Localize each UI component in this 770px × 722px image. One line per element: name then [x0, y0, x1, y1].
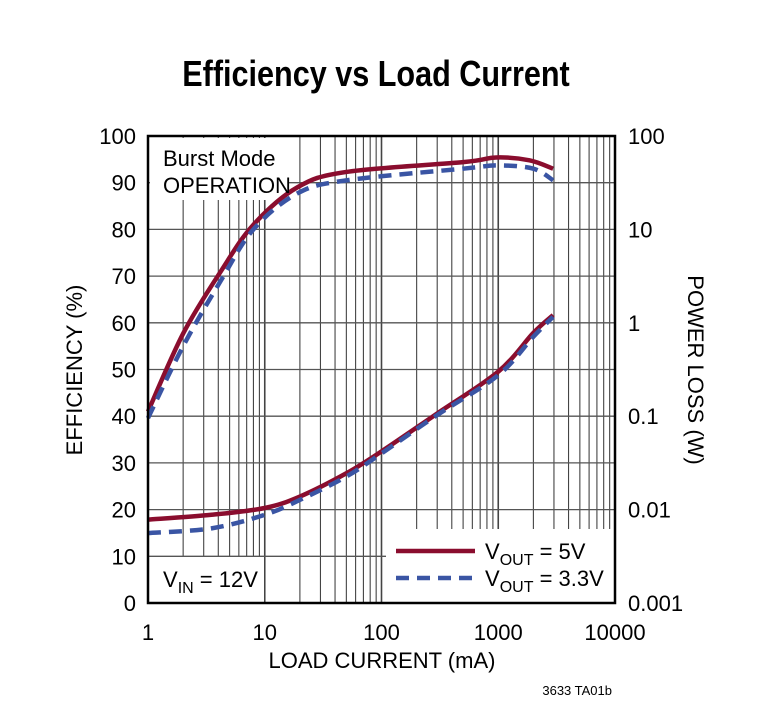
legend-bg	[386, 529, 614, 602]
y-tick-label: 80	[112, 217, 136, 242]
burst-mode-label-bg	[150, 138, 288, 200]
x-tick-label: 1000	[474, 620, 523, 645]
y-tick-label: 10	[112, 544, 136, 569]
legend-label-5v: VOUT = 5V	[485, 539, 586, 569]
legend-label-3v3: VOUT = 3.3V	[485, 566, 604, 596]
y-tick-label: 100	[99, 124, 136, 149]
tick-labels: 1 10 100 1000 10000 0 10 20 30 40 50 60 70 80 90 100 0.0…	[99, 124, 683, 645]
x-axis-label: LOAD CURRENT (mA)	[269, 648, 496, 673]
x-tick-label: 1	[142, 620, 154, 645]
y-axis-label: EFFICIENCY (%)	[62, 285, 87, 456]
x-tick-label: 10000	[584, 620, 645, 645]
y-tick-label: 0	[124, 591, 136, 616]
grid	[148, 136, 615, 603]
vin-rest: = 12V	[194, 567, 259, 592]
y-tick-label: 90	[112, 171, 136, 196]
y2-tick-label: 0.001	[628, 591, 683, 616]
chart-title: Efficiency vs Load Current	[182, 55, 569, 95]
operation-label: OPERATION	[163, 173, 291, 198]
y-tick-label: 20	[112, 498, 136, 523]
plot-frame	[146, 134, 617, 605]
y2-axis-label: POWER LOSS (W)	[683, 275, 708, 464]
series-group	[145, 155, 555, 536]
y2-tick-label: 1	[628, 311, 640, 336]
y2-tick-label: 0.01	[628, 498, 671, 523]
vin-label: VIN = 12V	[163, 567, 258, 597]
figure-id: 3633 TA01b	[542, 683, 612, 698]
vin-sub: IN	[178, 580, 194, 597]
y2-tick-label: 0.1	[628, 404, 659, 429]
y-tick-label: 30	[112, 451, 136, 476]
efficiency-line-5v	[145, 155, 554, 413]
y2-tick-label: 100	[628, 124, 665, 149]
y-tick-label: 40	[112, 404, 136, 429]
y-tick-label: 70	[112, 264, 136, 289]
vin-label-bg	[150, 557, 264, 602]
y2-tick-label: 10	[628, 217, 652, 242]
x-tick-label: 10	[253, 620, 277, 645]
vin-main: V	[163, 567, 178, 592]
power-loss-line-5v	[147, 313, 555, 522]
efficiency-line-3v3	[145, 163, 555, 420]
x-tick-label: 100	[363, 620, 400, 645]
burst-mode-label: Burst Mode	[163, 146, 276, 171]
y-tick-label: 50	[112, 358, 136, 383]
power-loss-line-3v3	[147, 315, 555, 536]
y-tick-label: 60	[112, 311, 136, 336]
